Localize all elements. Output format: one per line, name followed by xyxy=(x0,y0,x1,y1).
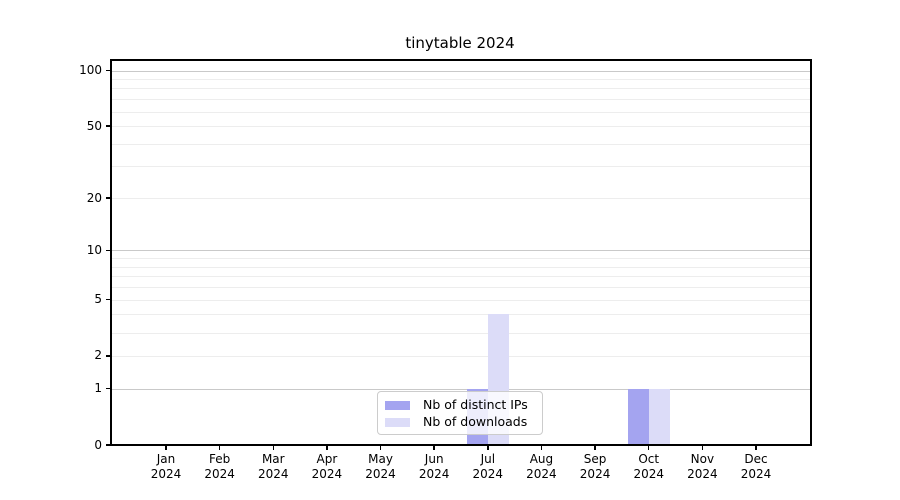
x-tick-label: May 2024 xyxy=(365,452,396,481)
y-tick-label: 2 xyxy=(94,348,102,363)
y-gridline-minor xyxy=(110,143,810,145)
plot-border-top xyxy=(110,59,812,61)
plot-border-bottom xyxy=(110,444,812,446)
y-tick-mark xyxy=(106,298,110,301)
y-tick-mark xyxy=(106,355,110,357)
y-gridline-minor xyxy=(110,79,810,81)
x-tick-mark xyxy=(487,446,489,450)
x-tick-label: Jun 2024 xyxy=(418,452,450,481)
x-tick-mark xyxy=(326,446,328,450)
x-tick-label: Nov 2024 xyxy=(687,452,718,481)
y-tick-mark xyxy=(106,388,110,390)
y-gridline-major xyxy=(110,388,810,390)
y-gridline-minor xyxy=(110,276,810,278)
x-tick-label: Jan 2024 xyxy=(150,452,182,481)
x-tick-label: Mar 2024 xyxy=(257,452,289,481)
plot-area: Nb of distinct IPs Nb of downloads xyxy=(110,60,810,445)
legend-swatch-distinct-ips xyxy=(385,400,410,410)
x-tick-label: Apr 2024 xyxy=(311,452,343,481)
y-gridline-minor xyxy=(110,166,810,168)
y-gridline-minor xyxy=(110,314,810,316)
y-tick-mark xyxy=(106,249,110,252)
x-tick-mark xyxy=(701,446,704,450)
x-tick-mark xyxy=(165,446,167,450)
y-gridline-major xyxy=(110,70,810,72)
x-tick-mark xyxy=(648,446,650,450)
y-tick-label: 1 xyxy=(94,381,102,396)
bar-distinct-ips xyxy=(627,388,649,445)
y-gridline-minor xyxy=(110,88,810,90)
y-gridline-minor xyxy=(110,111,810,113)
x-tick-label: Oct 2024 xyxy=(633,452,664,481)
y-gridline-minor xyxy=(110,198,810,199)
y-tick-label: 100 xyxy=(79,63,102,78)
x-tick-label: Sep 2024 xyxy=(579,452,611,481)
plot-border-right xyxy=(810,59,812,446)
y-gridline-minor xyxy=(110,332,810,334)
y-tick-mark xyxy=(106,69,110,72)
legend-label-distinct-ips: Nb of distinct IPs xyxy=(423,397,528,412)
y-gridline-minor xyxy=(110,258,810,260)
legend-label-downloads: Nb of downloads xyxy=(423,414,528,429)
x-tick-label: Jul 2024 xyxy=(472,452,504,481)
x-tick-label: Feb 2024 xyxy=(204,452,235,481)
y-tick-mark xyxy=(106,125,110,127)
x-tick-mark xyxy=(433,446,435,450)
legend-item-distinct-ips: Nb of distinct IPs xyxy=(385,397,534,413)
y-gridline-minor xyxy=(110,99,810,101)
bar-downloads xyxy=(648,388,670,445)
x-tick-mark xyxy=(218,446,221,450)
y-tick-label: 20 xyxy=(86,190,102,205)
x-tick-mark xyxy=(594,446,596,450)
y-gridline-minor xyxy=(110,355,810,357)
x-tick-mark xyxy=(540,446,543,450)
plot-border-left xyxy=(110,59,112,446)
chart-title: tinytable 2024 xyxy=(405,34,515,52)
x-tick-label: Dec 2024 xyxy=(740,452,772,481)
y-gridline-major xyxy=(110,250,810,252)
y-tick-label: 5 xyxy=(94,292,102,307)
x-tick-mark xyxy=(755,446,757,450)
legend-item-downloads: Nb of downloads xyxy=(385,414,534,430)
y-tick-label: 10 xyxy=(86,242,102,257)
x-tick-label: Aug 2024 xyxy=(526,452,557,481)
y-gridline-minor xyxy=(110,126,810,128)
y-tick-mark xyxy=(106,197,110,199)
x-tick-mark xyxy=(379,446,382,450)
legend: Nb of distinct IPs Nb of downloads xyxy=(377,391,543,435)
y-tick-label: 0 xyxy=(94,437,102,452)
y-gridline-minor xyxy=(110,287,810,289)
y-tick-mark xyxy=(106,444,110,446)
x-tick-mark xyxy=(272,446,274,450)
y-tick-label: 50 xyxy=(86,118,102,133)
y-gridline-minor xyxy=(110,299,810,301)
y-gridline-minor xyxy=(110,266,810,268)
legend-swatch-downloads xyxy=(385,417,410,427)
